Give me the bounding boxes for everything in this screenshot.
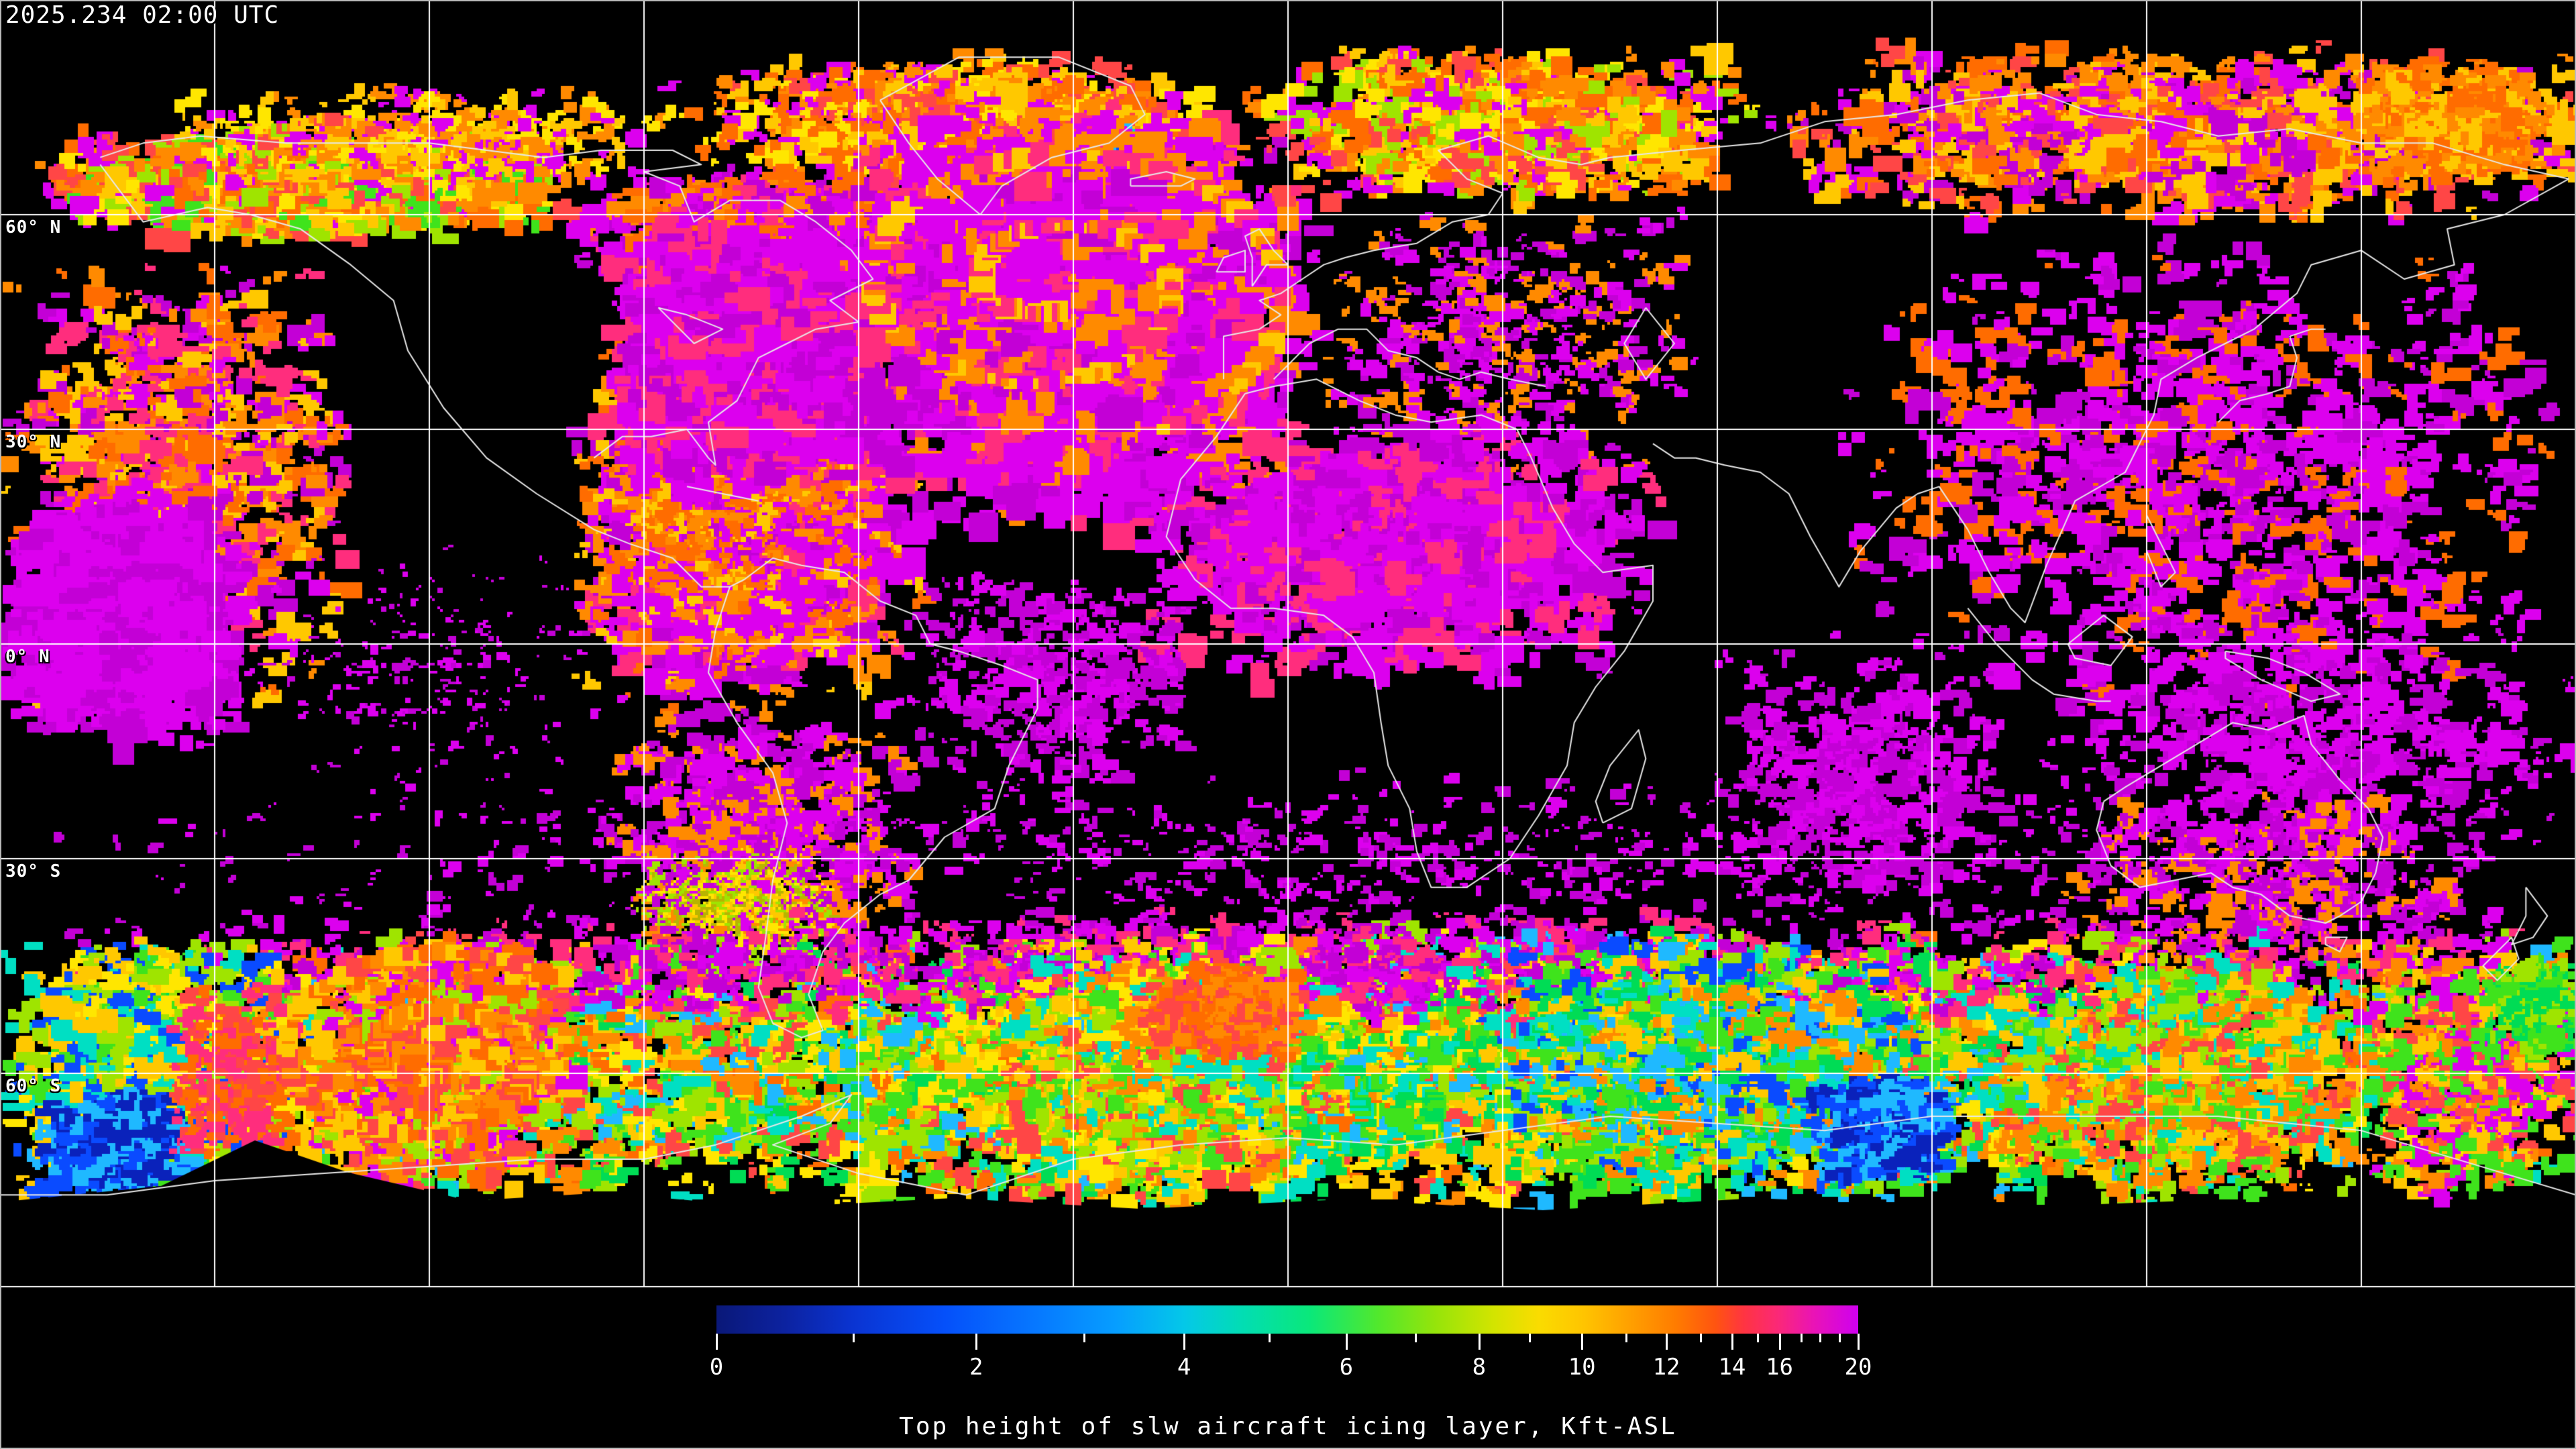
colorbar-tick: [1778, 1334, 1781, 1350]
latitude-label: 30° S: [5, 861, 62, 881]
colorbar-tick-label: 20: [1844, 1354, 1872, 1381]
colorbar-tick: [1345, 1334, 1348, 1350]
colorbar-tick-label: 8: [1472, 1354, 1487, 1381]
colorbar-tick-label: 10: [1568, 1354, 1596, 1381]
colorbar-tick: [1268, 1334, 1271, 1342]
colorbar-tick-label: 4: [1177, 1354, 1191, 1381]
colorbar-tick: [1666, 1334, 1668, 1350]
colorbar-gradient: [716, 1305, 1858, 1334]
colorbar-tick: [1757, 1334, 1760, 1342]
colorbar-tick: [1731, 1334, 1733, 1350]
colorbar-tick: [1083, 1334, 1086, 1342]
latitude-label: 60° N: [5, 217, 62, 237]
colorbar-tick-label: 14: [1718, 1354, 1746, 1381]
colorbar-tick: [1478, 1334, 1481, 1350]
latitude-label: 0° N: [5, 647, 50, 667]
colorbar-tick: [1858, 1334, 1860, 1350]
colorbar-tick: [853, 1334, 855, 1342]
colorbar-tick: [975, 1334, 978, 1350]
colorbar-tick: [1819, 1334, 1821, 1342]
world-map-canvas: [0, 0, 2576, 1288]
colorbar-tick: [1581, 1334, 1584, 1350]
timestamp-label: 2025.234 02:00 UTC: [5, 1, 280, 29]
colorbar-tick: [1625, 1334, 1628, 1342]
colorbar-tick: [1800, 1334, 1803, 1342]
colorbar-tick-label: 12: [1652, 1354, 1680, 1381]
colorbar-tick-label: 16: [1766, 1354, 1794, 1381]
latitude-label: 30° N: [5, 432, 62, 452]
colorbar-tick: [716, 1334, 718, 1350]
colorbar-tick-label: 6: [1339, 1354, 1354, 1381]
latitude-label: 60° S: [5, 1076, 62, 1096]
colorbar-tick: [1700, 1334, 1703, 1342]
colorbar-tick: [1183, 1334, 1186, 1350]
colorbar-tick-label: 2: [969, 1354, 983, 1381]
colorbar: 0 2 4 6 8 10 12 14 16 20: [710, 1305, 1872, 1381]
colorbar-tick: [1838, 1334, 1841, 1342]
colorbar-tick-label: 0: [709, 1354, 724, 1381]
colorbar-caption: Top height of slw aircraft icing layer, …: [899, 1413, 1677, 1440]
colorbar-tick: [1528, 1334, 1531, 1342]
colorbar-tick: [1414, 1334, 1417, 1342]
